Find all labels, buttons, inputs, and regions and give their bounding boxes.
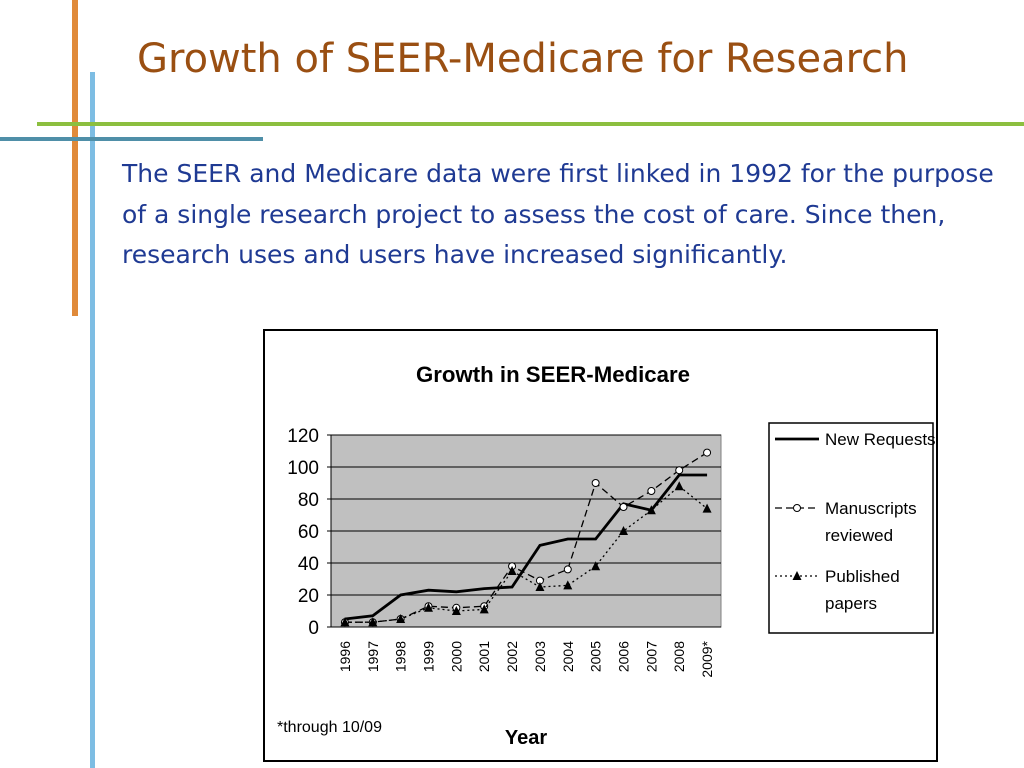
data-point-marker [674, 481, 684, 491]
x-tick-label: 1996 [337, 641, 353, 672]
y-tick-label: 100 [287, 458, 319, 479]
data-point-marker [563, 580, 573, 590]
chart-title: Growth in SEER-Medicare [416, 362, 690, 387]
data-point-marker [646, 505, 656, 515]
green-horizontal-line [37, 122, 1024, 126]
data-point-marker [619, 503, 628, 511]
x-tick-label: 2003 [532, 641, 548, 672]
x-tick-label: 2004 [560, 641, 576, 672]
data-point-marker [793, 504, 801, 512]
x-tick-label: 2002 [504, 641, 520, 672]
y-tick-label: 20 [298, 586, 319, 607]
data-point-marker [368, 617, 378, 627]
x-tick-label: 2007 [643, 641, 659, 672]
legend-label-1: New Requests [825, 430, 936, 449]
y-tick-label: 120 [287, 426, 319, 447]
x-axis-label: Year [505, 727, 547, 749]
series-line-1 [344, 473, 708, 621]
data-point-marker [647, 487, 656, 495]
x-tick-label: 2006 [616, 641, 632, 672]
legend-box [768, 422, 934, 634]
data-point-marker [619, 526, 628, 535]
chart-container: Growth in SEER-Medicare 0 20 40 60 80 100 120 … [263, 329, 938, 762]
x-tick-label: 1997 [365, 641, 381, 672]
x-tick-label: 2009* [699, 640, 715, 677]
chart-footnote: *through 10/09 [277, 719, 382, 736]
data-point-marker [591, 561, 601, 571]
y-tick-label: 0 [308, 618, 319, 639]
series-line-3 [344, 485, 708, 623]
legend-label-2: Manuscripts reviewed [825, 499, 917, 545]
x-tick-label: 2001 [476, 641, 492, 672]
orange-vertical-line [72, 0, 78, 316]
y-tick-label: 40 [298, 554, 319, 575]
data-point-marker [451, 606, 461, 615]
y-tick-label: 80 [298, 490, 319, 511]
data-point-marker [563, 565, 572, 574]
teal-horizontal-line [0, 137, 263, 141]
legend-label-3: Published papers [825, 567, 900, 613]
data-point-marker [507, 566, 517, 575]
data-point-marker [702, 503, 712, 513]
data-point-marker [591, 479, 600, 487]
slide-body-text: The SEER and Medicare data were first li… [122, 159, 994, 269]
data-point-marker [792, 571, 802, 580]
data-point-marker [340, 617, 350, 627]
data-point-marker [396, 614, 406, 623]
x-tick-label: 2000 [448, 641, 464, 672]
x-tick-label: 1999 [421, 641, 437, 672]
data-point-marker [479, 604, 489, 614]
data-point-marker [675, 466, 684, 475]
data-point-marker [703, 448, 712, 457]
x-tick-label: 2008 [671, 641, 687, 672]
slide-title: Growth of SEER-Medicare for Research [137, 36, 909, 82]
y-tick-label: 60 [298, 522, 319, 543]
blue-vertical-line [90, 72, 95, 768]
data-point-marker [535, 582, 545, 591]
data-point-marker [424, 602, 433, 612]
x-tick-label: 1998 [393, 641, 409, 672]
line-chart: Growth in SEER-Medicare 020406080100120 … [277, 362, 936, 749]
x-tick-label: 2005 [588, 641, 604, 672]
